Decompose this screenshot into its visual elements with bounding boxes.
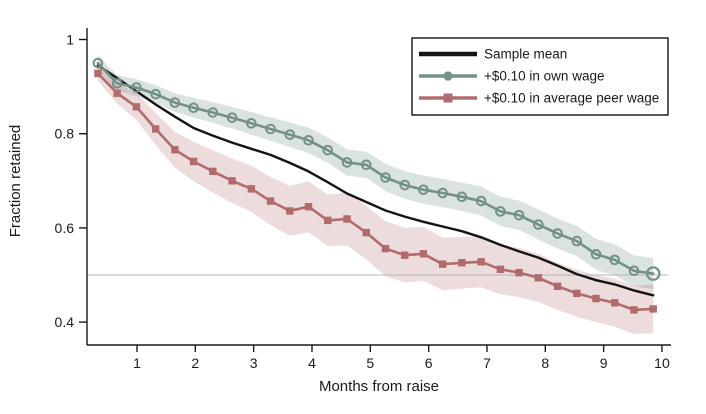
circle-marker (645, 266, 661, 281)
circle-marker (418, 184, 429, 196)
circle-marker (360, 159, 372, 171)
x-tick-label: 6 (425, 355, 433, 371)
circle-marker (609, 254, 621, 266)
square-marker (611, 299, 619, 307)
circle-marker (628, 265, 640, 277)
y-tick-label: 0.8 (55, 126, 75, 142)
legend-item-sample-mean: Sample mean (419, 47, 567, 62)
square-marker (189, 157, 198, 166)
legend-item-peer-wage: +$0.10 in average peer wage (419, 91, 659, 106)
square-marker (381, 244, 390, 253)
x-tick-label: 2 (191, 355, 199, 371)
x-tick-label: 10 (654, 355, 670, 371)
legend-circle-marker (443, 71, 453, 81)
square-marker (477, 258, 485, 266)
square-marker (132, 103, 141, 111)
legend-square-marker (443, 93, 453, 103)
square-marker (286, 207, 294, 215)
own-wage-confidence-band (97, 55, 654, 290)
square-marker (515, 268, 523, 277)
square-marker (592, 294, 600, 303)
circle-marker (111, 78, 123, 89)
square-marker (113, 89, 121, 97)
square-marker (649, 305, 657, 313)
square-marker (630, 306, 638, 314)
square-marker (209, 167, 217, 176)
y-tick-label: 0.6 (55, 220, 75, 236)
circle-marker (188, 102, 199, 114)
circle-marker (303, 134, 314, 146)
square-marker (151, 125, 160, 133)
circle-marker (552, 228, 563, 239)
square-marker (228, 177, 236, 185)
legend: Sample mean +$0.10 in own wage +$0.10 in a… (411, 37, 669, 116)
square-marker (534, 274, 543, 282)
sample-mean-line (96, 64, 655, 297)
legend-label: +$0.10 in own wage (484, 69, 604, 84)
legend-item-own-wage: +$0.10 in own wage (419, 69, 604, 84)
square-marker (304, 203, 313, 211)
circle-marker (399, 179, 411, 191)
peer-wage-confidence-band (97, 65, 654, 334)
x-tick-label: 7 (483, 355, 491, 371)
x-tick-label: 3 (250, 355, 258, 371)
circle-marker (475, 195, 487, 207)
circle-marker (150, 88, 161, 100)
y-tick-label: 0.4 (55, 314, 75, 330)
circle-marker (495, 206, 506, 217)
legend-label: +$0.10 in average peer wage (484, 91, 659, 106)
own-wage-markers (92, 57, 661, 281)
legend-label: Sample mean (484, 47, 567, 62)
axes (86, 28, 671, 346)
peer-wage-markers (94, 69, 657, 314)
series-markers (92, 57, 661, 314)
circle-marker (341, 157, 353, 168)
circle-marker (92, 57, 104, 69)
square-marker (573, 289, 581, 298)
y-axis-title: Fraction retained (7, 125, 24, 238)
square-marker (496, 265, 505, 274)
x-tick-label: 4 (308, 355, 316, 371)
tick-marks-and-labels: 1 0.8 0.6 0.4 1 2 3 4 5 6 7 8 9 10 (55, 32, 670, 372)
circle-marker (246, 118, 257, 129)
circle-marker (322, 144, 334, 156)
circle-marker (207, 107, 219, 118)
square-marker (553, 282, 562, 291)
square-marker (94, 69, 102, 78)
x-axis-title: Months from raise (319, 378, 439, 395)
circle-marker (533, 219, 544, 230)
circle-marker (380, 172, 391, 183)
x-tick-label: 8 (541, 355, 549, 371)
x-tick-label: 5 (366, 355, 374, 371)
square-marker (419, 250, 428, 258)
square-marker (343, 215, 351, 223)
circle-marker (571, 235, 583, 247)
confidence-bands (97, 55, 654, 334)
square-marker (362, 228, 370, 237)
circle-marker (456, 191, 468, 203)
circle-marker (513, 209, 525, 221)
square-marker (438, 260, 447, 268)
square-marker (171, 146, 179, 154)
y-tick-label: 1 (66, 32, 74, 48)
circle-marker (590, 248, 602, 260)
circle-marker (437, 187, 448, 199)
x-tick-label: 1 (133, 355, 141, 371)
x-tick-label: 9 (600, 355, 608, 371)
square-marker (401, 251, 409, 259)
circle-marker (169, 97, 181, 108)
square-marker (266, 197, 275, 205)
circle-marker (284, 129, 296, 140)
circle-marker (265, 123, 276, 135)
circle-marker (131, 82, 142, 93)
circle-marker (226, 112, 238, 123)
square-marker (324, 216, 332, 225)
square-marker (247, 185, 256, 193)
square-marker (458, 259, 466, 267)
